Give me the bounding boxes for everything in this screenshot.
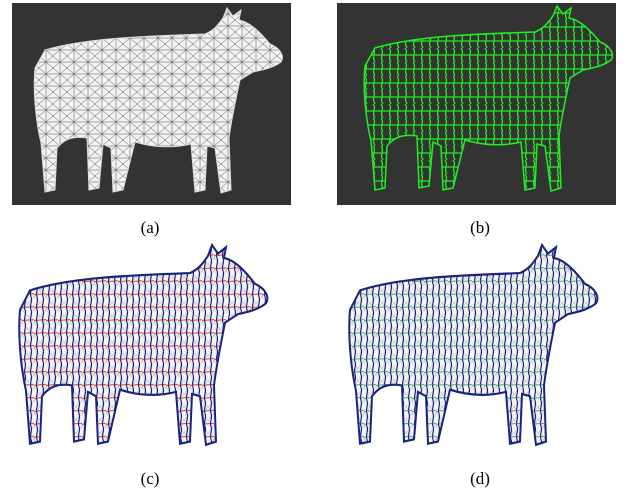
figure: (a) (b) (c) (d)	[0, 0, 627, 495]
cow-mesh-c	[19, 245, 267, 445]
caption: (d)	[470, 469, 490, 488]
cow-mesh-d	[349, 245, 597, 445]
caption: (b)	[470, 218, 490, 237]
caption: (a)	[141, 218, 160, 237]
page: {"figure": {"panels": [{"caption": "(a)"…	[0, 0, 627, 495]
caption: (c)	[141, 469, 160, 488]
